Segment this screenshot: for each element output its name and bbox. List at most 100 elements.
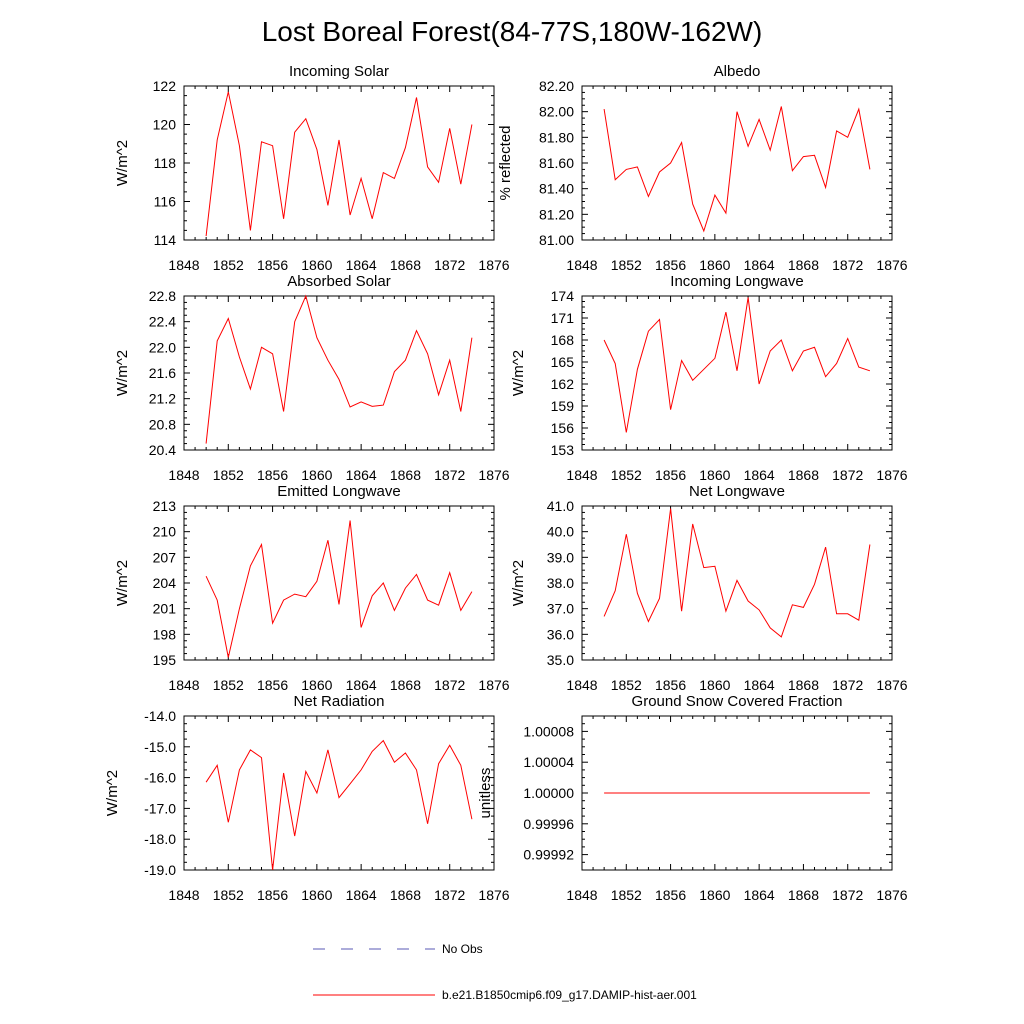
panel-title: Albedo	[714, 63, 761, 80]
y-tick-label: 1.00000	[523, 785, 574, 801]
y-tick-label: 39.0	[547, 549, 574, 565]
panel-title: Incoming Solar	[289, 63, 389, 80]
x-tick-label: 1848	[566, 887, 597, 903]
x-tick-label: 1848	[566, 467, 597, 483]
x-tick-label: 1872	[434, 257, 465, 273]
y-tick-label: 22.8	[149, 288, 176, 304]
legend-model-label: b.e21.B1850cmip6.f09_g17.DAMIP-hist-aer.…	[442, 988, 697, 1002]
y-tick-label: 174	[551, 288, 575, 304]
x-tick-label: 1876	[876, 257, 907, 273]
x-tick-label: 1868	[788, 467, 819, 483]
plot-frame	[581, 85, 893, 241]
x-tick-label: 1860	[301, 677, 332, 693]
x-tick-label: 1864	[346, 467, 377, 483]
x-tick-label: 1856	[257, 887, 288, 903]
panel-title: Absorbed Solar	[287, 273, 390, 290]
x-tick-label: 1848	[566, 257, 597, 273]
y-axis-label: W/m^2	[114, 560, 131, 606]
y-tick-label: 201	[153, 601, 177, 617]
x-tick-label: 1864	[744, 467, 775, 483]
y-tick-label: 81.00	[539, 232, 574, 248]
x-tick-label: 1848	[168, 467, 199, 483]
x-tick-label: 1852	[611, 677, 642, 693]
panel-title: Ground Snow Covered Fraction	[632, 693, 843, 710]
x-tick-label: 1872	[832, 677, 863, 693]
y-tick-label: -19.0	[144, 862, 176, 878]
panel-title: Incoming Longwave	[670, 273, 803, 290]
x-tick-label: 1876	[478, 887, 509, 903]
x-tick-label: 1864	[744, 257, 775, 273]
y-tick-label: 38.0	[547, 575, 574, 591]
panel-4: Emitted Longwave W/m^2 1848 1852 1856 1860 186…	[114, 483, 510, 693]
x-tick-label: 1868	[788, 677, 819, 693]
x-tick-label: 1864	[346, 257, 377, 273]
x-tick-label: 1856	[257, 257, 288, 273]
x-tick-label: 1848	[168, 887, 199, 903]
y-tick-label: 81.80	[539, 129, 574, 145]
x-tick-label: 1856	[655, 257, 686, 273]
series-line	[205, 91, 473, 237]
y-axis-label: % reflected	[497, 125, 514, 200]
panel-title: Net Longwave	[689, 483, 785, 500]
x-tick-label: 1848	[168, 257, 199, 273]
plot-frame	[183, 505, 495, 661]
x-tick-label: 1872	[832, 467, 863, 483]
x-tick-label: 1856	[655, 467, 686, 483]
series-line	[603, 106, 871, 233]
y-tick-label: 22.0	[149, 339, 176, 355]
x-tick-label: 1848	[168, 677, 199, 693]
y-tick-label: 1.00008	[523, 723, 574, 739]
y-tick-label: 204	[153, 575, 177, 591]
x-tick-label: 1868	[390, 887, 421, 903]
x-tick-label: 1856	[655, 887, 686, 903]
y-axis-label: W/m^2	[510, 350, 527, 396]
y-tick-label: 36.0	[547, 626, 574, 642]
x-tick-label: 1860	[699, 677, 730, 693]
plot-frame	[183, 295, 495, 451]
x-tick-label: 1876	[478, 677, 509, 693]
x-tick-label: 1872	[832, 257, 863, 273]
y-axis-label: unitless	[477, 768, 494, 819]
y-tick-label: 20.4	[149, 442, 176, 458]
y-tick-label: 1.00004	[523, 754, 574, 770]
y-tick-label: 41.0	[547, 498, 574, 514]
legend: No Obs b.e21.B1850cmip6.f09_g17.DAMIP-hi…	[313, 942, 697, 1002]
series-line	[205, 739, 473, 871]
x-tick-label: 1856	[655, 677, 686, 693]
y-tick-label: 22.4	[149, 314, 176, 330]
x-tick-label: 1860	[301, 467, 332, 483]
x-tick-label: 1868	[390, 677, 421, 693]
y-tick-label: 162	[551, 376, 575, 392]
x-tick-label: 1868	[390, 467, 421, 483]
y-tick-label: 213	[153, 498, 177, 514]
panel-2: Absorbed Solar W/m^2 1848 1852 1856 1860 1864 1…	[114, 273, 510, 483]
y-tick-label: 116	[154, 194, 177, 210]
y-tick-label: 82.20	[539, 78, 574, 94]
y-axis-label: W/m^2	[114, 140, 131, 186]
y-tick-label: 35.0	[547, 652, 574, 668]
y-tick-label: 198	[153, 626, 177, 642]
y-axis-label: W/m^2	[104, 770, 121, 816]
panel-0: Incoming Solar W/m^2 1848 1852 1856 1860 1864 1…	[114, 63, 510, 273]
figure-title: Lost Boreal Forest(84-77S,180W-162W)	[262, 16, 763, 47]
panel-title: Emitted Longwave	[277, 483, 400, 500]
x-tick-label: 1864	[744, 887, 775, 903]
y-tick-label: 20.8	[149, 416, 176, 432]
y-tick-label: 21.6	[149, 365, 176, 381]
y-tick-label: 168	[551, 332, 575, 348]
series-line	[205, 520, 473, 658]
x-tick-label: 1852	[611, 467, 642, 483]
x-tick-label: 1856	[257, 467, 288, 483]
x-tick-label: 1860	[699, 887, 730, 903]
x-tick-label: 1876	[876, 887, 907, 903]
y-tick-label: 82.00	[539, 104, 574, 120]
panel-3: Incoming Longwave W/m^2 1848 1852 1856 1860 18…	[510, 273, 908, 483]
x-tick-label: 1872	[434, 887, 465, 903]
series-line	[603, 297, 871, 433]
y-tick-label: 159	[551, 398, 575, 414]
y-tick-label: 0.99992	[523, 847, 574, 863]
y-tick-label: 207	[153, 549, 177, 565]
y-tick-label: 0.99996	[523, 816, 574, 832]
x-tick-label: 1868	[390, 257, 421, 273]
y-tick-label: -16.0	[144, 770, 176, 786]
